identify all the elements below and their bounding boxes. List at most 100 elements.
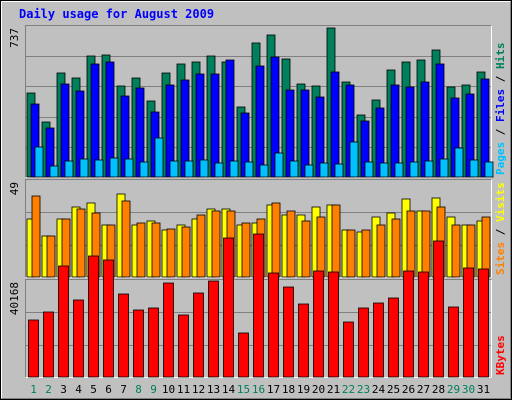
bar-sites-day-17	[271, 202, 281, 278]
bar-pages-day-23	[364, 161, 374, 178]
bar-files-day-19	[300, 89, 310, 178]
day-label-4: 4	[75, 383, 82, 396]
day-label-29: 29	[447, 383, 460, 396]
bar-kbytes-day-4	[73, 299, 84, 378]
bar-kbytes-day-24	[373, 302, 384, 378]
bar-sites-day-10	[166, 228, 176, 278]
day-label-14: 14	[222, 383, 236, 396]
bar-files-day-14	[225, 59, 235, 178]
bar-kbytes-day-28	[433, 240, 444, 378]
bar-pages-day-28	[439, 158, 449, 178]
bar-kbytes-day-19	[298, 303, 309, 378]
bar-pages-day-21	[334, 163, 344, 178]
bar-kbytes-day-12	[193, 292, 204, 378]
day-label-19: 19	[297, 383, 310, 396]
bar-pages-day-13	[214, 162, 224, 178]
bar-pages-day-6	[109, 157, 119, 178]
bar-kbytes-day-8	[133, 309, 144, 378]
day-label-22: 22	[342, 383, 355, 396]
day-axis-labels: 1 2 3 4 5 6 7 8 9 10 11 12 13 14 15 16 17 18 19 20 21 22 23 24 2…	[30, 383, 490, 396]
bar-sites-day-18	[286, 210, 296, 278]
bar-pages-day-4	[79, 158, 89, 178]
bar-sites-day-4	[76, 208, 86, 278]
bar-sites-day-23	[361, 229, 371, 278]
bar-sites-day-15	[241, 222, 251, 278]
day-label-21: 21	[327, 383, 340, 396]
bar-pages-day-31	[484, 161, 494, 178]
scale-label-kbytes: 40168	[8, 282, 21, 315]
day-label-18: 18	[282, 383, 295, 396]
day-label-7: 7	[120, 383, 127, 396]
bar-sites-day-25	[391, 218, 401, 278]
bar-kbytes-day-7	[118, 293, 129, 378]
bar-kbytes-day-6	[103, 259, 114, 378]
bar-sites-day-7	[121, 200, 131, 278]
bar-pages-day-9	[154, 137, 164, 178]
day-label-2: 2	[45, 383, 52, 396]
bar-pages-day-3	[64, 160, 74, 178]
legend-entry: /	[494, 69, 507, 89]
bar-pages-day-7	[124, 158, 134, 178]
chart-title: Daily usage for August 2009	[19, 7, 214, 21]
bar-kbytes-day-29	[448, 306, 459, 378]
panel-kbytes: 40168 KBytes	[8, 233, 507, 378]
bar-pages-day-12	[199, 159, 209, 178]
day-label-20: 20	[312, 383, 325, 396]
bar-pages-day-11	[184, 160, 194, 178]
bar-kbytes-day-3	[58, 265, 69, 378]
bar-sites-day-9	[151, 222, 161, 278]
day-label-28: 28	[432, 383, 445, 396]
bar-kbytes-day-22	[343, 321, 354, 378]
bar-sites-day-12	[196, 214, 206, 278]
bar-pages-day-22	[349, 141, 359, 178]
bar-kbytes-day-2	[43, 311, 54, 378]
bar-pages-day-18	[289, 160, 299, 178]
day-label-1: 1	[30, 383, 37, 396]
bar-kbytes-day-20	[313, 270, 324, 378]
bar-kbytes-day-10	[163, 282, 174, 378]
legend-entry: Visits	[494, 182, 507, 222]
bar-pages-day-17	[274, 152, 284, 178]
bar-sites-day-24	[376, 224, 386, 278]
day-label-5: 5	[90, 383, 97, 396]
bar-pages-day-14	[229, 160, 239, 178]
bar-kbytes-day-14	[223, 237, 234, 378]
day-label-17: 17	[267, 383, 280, 396]
day-label-24: 24	[372, 383, 386, 396]
bar-sites-day-29	[451, 224, 461, 278]
day-label-27: 27	[417, 383, 430, 396]
bar-sites-day-21	[331, 204, 341, 278]
day-label-15: 15	[237, 383, 250, 396]
legend-entry: Hits	[494, 43, 507, 70]
bar-pages-day-5	[94, 159, 104, 178]
bar-pages-day-1	[34, 146, 44, 178]
bar-pages-day-20	[319, 162, 329, 178]
bar-kbytes-day-17	[268, 272, 279, 378]
day-label-13: 13	[207, 383, 220, 396]
bar-sites-day-31	[481, 216, 491, 278]
bar-kbytes-day-30	[463, 267, 474, 378]
bar-files-day-21	[330, 71, 340, 178]
day-label-31: 31	[477, 383, 490, 396]
legend-entry: Sites	[494, 242, 507, 275]
bar-sites-day-19	[301, 220, 311, 278]
bar-sites-day-1	[31, 195, 41, 278]
day-label-8: 8	[135, 383, 142, 396]
bar-kbytes-day-25	[388, 297, 399, 378]
bar-kbytes-day-9	[148, 307, 159, 378]
bar-pages-day-10	[169, 160, 179, 178]
panel-hits_files_pages: 737 Pages / Files / Hits	[8, 25, 507, 178]
bar-pages-day-2	[49, 165, 59, 178]
bar-pages-day-29	[454, 147, 464, 178]
legend-entry: Files	[494, 89, 507, 122]
bar-kbytes-day-15	[238, 332, 249, 378]
day-label-23: 23	[357, 383, 370, 396]
bar-pages-day-26	[409, 161, 419, 178]
day-label-10: 10	[162, 383, 175, 396]
bar-sites-day-20	[316, 216, 326, 278]
bar-pages-day-8	[139, 161, 149, 178]
legend-kbytes: KBytes	[494, 335, 507, 375]
legend-entry: Pages	[494, 142, 507, 175]
